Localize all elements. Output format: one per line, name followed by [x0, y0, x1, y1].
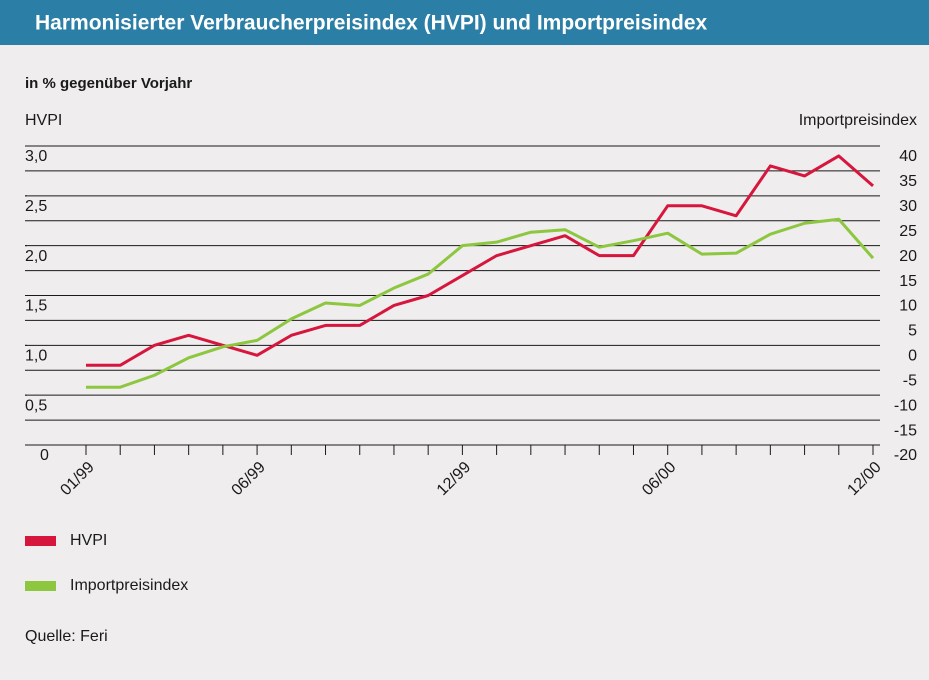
source: Quelle: Feri [25, 628, 108, 645]
legend-label: HVPI [70, 532, 107, 549]
y-tick-label: 2,0 [25, 248, 47, 265]
x-tick-label: 01/99 [57, 459, 97, 499]
legend-label: Importpreisindex [70, 577, 188, 594]
y2-axis-label: Importpreisindex [799, 112, 917, 129]
y2-tick-label: -5 [903, 372, 917, 389]
y2-tick-label: 10 [899, 298, 917, 315]
x-tick-label: 12/00 [844, 459, 884, 499]
x-tick-label: 12/99 [434, 459, 474, 499]
y2-tick-label: -15 [894, 422, 917, 439]
y-tick-label: 0,5 [25, 397, 47, 414]
y-tick-label: 2,5 [25, 198, 47, 215]
data-line [86, 154, 874, 367]
y-tick-label: 0 [40, 447, 49, 464]
y2-tick-label: 35 [899, 173, 917, 190]
y-tick-label: 1,5 [25, 298, 47, 315]
y2-tick-label: 0 [908, 348, 917, 365]
y-axis-label: HVPI [25, 112, 62, 129]
y2-tick-label: 40 [899, 148, 917, 165]
y-tick-label: 1,0 [25, 348, 47, 365]
x-tick-label: 06/99 [229, 459, 269, 499]
legend-swatch [25, 581, 56, 591]
y2-tick-label: 25 [899, 223, 917, 240]
chart-title: Harmonisierter Verbraucherpreisindex (HV… [35, 12, 708, 35]
y2-tick-label: 5 [908, 323, 917, 340]
legend-swatch [25, 536, 56, 546]
title-bar [0, 0, 929, 45]
y2-tick-label: 20 [899, 248, 917, 265]
y2-tick-label: 15 [899, 273, 917, 290]
x-tick-label: 06/00 [639, 459, 679, 499]
y-tick-label: 3,0 [25, 148, 47, 165]
y2-tick-label: -20 [894, 447, 917, 464]
subtitle: in % gegenüber Vorjahr [25, 75, 192, 92]
data-line [86, 217, 875, 389]
y2-tick-label: 30 [899, 198, 917, 215]
y2-tick-label: -10 [894, 397, 917, 414]
